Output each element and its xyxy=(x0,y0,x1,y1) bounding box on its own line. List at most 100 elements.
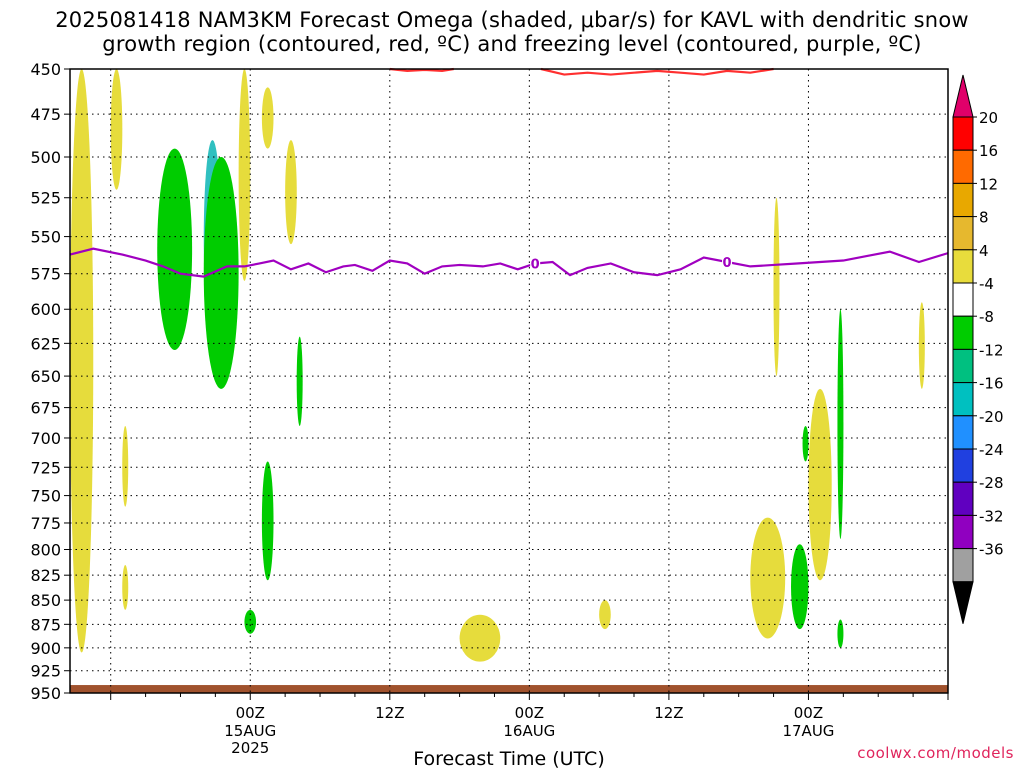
colorbar-swatch xyxy=(952,182,974,218)
omega-region xyxy=(122,425,129,507)
y-tick-label: 575 xyxy=(30,265,61,284)
colorbar-swatch xyxy=(952,415,974,450)
omega-region xyxy=(837,619,844,648)
y-tick-label: 550 xyxy=(30,228,61,247)
colorbar-label: -8 xyxy=(979,308,994,326)
colorbar-swatch xyxy=(952,448,974,483)
y-tick-label: 475 xyxy=(30,105,61,124)
omega-region xyxy=(238,68,251,281)
y-tick-label: 500 xyxy=(30,148,61,167)
y-tick-label: 525 xyxy=(30,189,61,208)
chart-title-line2: growth region (contoured, red, ºC) and f… xyxy=(102,32,922,56)
colorbar: 20 16 12 8 4 -4 -8 -12 -16 -20 -24 -28 -32 -36 xyxy=(952,74,1004,624)
y-tick-label: 625 xyxy=(30,334,61,353)
contour-label: 0 xyxy=(531,257,540,272)
freezing-level-line xyxy=(69,247,949,278)
colorbar-swatch xyxy=(952,382,974,417)
y-tick-label: 700 xyxy=(30,429,61,448)
y-tick-label: 825 xyxy=(30,566,61,585)
colorbar-swatch xyxy=(952,348,974,384)
colorbar-swatch xyxy=(952,216,974,251)
y-tick-label: 850 xyxy=(30,591,61,610)
omega-shading xyxy=(70,68,925,662)
dgz-contour-line xyxy=(540,67,774,76)
colorbar-swatch xyxy=(952,249,974,284)
y-tick-label: 725 xyxy=(30,458,61,477)
omega-region xyxy=(296,336,303,426)
colorbar-top-arrow xyxy=(952,74,974,118)
x-tick-label: 00Z xyxy=(794,704,823,722)
x-tick-date: 16AUG xyxy=(503,722,555,740)
colorbar-label: 20 xyxy=(979,109,998,127)
colorbar-label: -12 xyxy=(979,341,1004,359)
y-tick-label: 675 xyxy=(30,399,61,418)
omega-region xyxy=(791,544,809,630)
y-axis: 450 475 500 525 550 575 600 625 650 675 700 725 750 7… xyxy=(30,60,70,703)
omega-region xyxy=(285,140,297,245)
grid-lines xyxy=(70,69,949,693)
colorbar-swatch xyxy=(952,116,974,151)
y-tick-label: 900 xyxy=(30,639,61,658)
omega-region xyxy=(122,565,129,610)
omega-region xyxy=(261,461,274,581)
contour-label-bg xyxy=(722,255,733,269)
y-tick-label: 800 xyxy=(30,540,61,559)
colorbar-label: 8 xyxy=(979,209,989,227)
omega-region xyxy=(459,614,501,662)
terrain-fill xyxy=(70,685,948,693)
omega-region xyxy=(773,197,780,377)
colorbar-swatch xyxy=(952,315,974,350)
omega-region xyxy=(70,69,94,653)
colorbar-swatch xyxy=(952,548,974,583)
colorbar-label: 16 xyxy=(979,142,998,160)
omega-region xyxy=(203,156,239,389)
colorbar-label: 4 xyxy=(979,242,989,260)
y-tick-label: 650 xyxy=(30,367,61,386)
x-tick-label: 00Z xyxy=(515,704,544,722)
omega-region xyxy=(918,302,925,389)
colorbar-swatch xyxy=(952,514,974,550)
plot-frame xyxy=(69,68,949,694)
omega-region xyxy=(157,148,193,350)
colorbar-label: -36 xyxy=(979,541,1004,559)
omega-region xyxy=(599,600,611,630)
colorbar-swatch xyxy=(952,282,974,317)
omega-region xyxy=(244,609,257,634)
y-tick-label: 950 xyxy=(30,684,61,703)
y-tick-label: 450 xyxy=(30,60,61,79)
colorbar-swatch xyxy=(952,481,974,516)
y-tick-label: 600 xyxy=(30,300,61,319)
colorbar-label: -16 xyxy=(979,375,1004,393)
colorbar-label: -32 xyxy=(979,507,1004,525)
colorbar-bottom-arrow xyxy=(952,581,974,624)
colorbar-label: -28 xyxy=(979,474,1004,492)
x-tick-date: 15AUG xyxy=(224,722,276,740)
chart-title-line1: 2025081418 NAM3KM Forecast Omega (shaded… xyxy=(55,8,969,32)
x-tick-date: 17AUG xyxy=(782,722,834,740)
omega-region xyxy=(802,425,809,462)
credit-text: coolwx.com/models xyxy=(857,744,1014,762)
colorbar-label: 12 xyxy=(979,175,998,193)
x-tick-label: 00Z xyxy=(236,704,265,722)
omega-region xyxy=(261,87,274,149)
y-tick-label: 775 xyxy=(30,514,61,533)
colorbar-swatch xyxy=(952,149,974,184)
x-tick-year: 2025 xyxy=(231,739,269,757)
x-axis-title: Forecast Time (UTC) xyxy=(413,748,604,768)
dgz-contour xyxy=(389,67,774,76)
colorbar-label: -24 xyxy=(979,441,1004,459)
x-tick-label: 12Z xyxy=(375,704,404,722)
terrain-band xyxy=(70,685,948,693)
omega-region xyxy=(110,69,123,190)
y-tick-label: 875 xyxy=(30,615,61,634)
x-tick-label: 12Z xyxy=(654,704,683,722)
omega-region xyxy=(837,309,844,539)
dgz-contour-line xyxy=(389,67,454,72)
y-tick-label: 750 xyxy=(30,487,61,506)
colorbar-label: -20 xyxy=(979,408,1004,426)
contour-label: 0 xyxy=(723,256,732,271)
colorbar-label: -4 xyxy=(979,275,994,293)
